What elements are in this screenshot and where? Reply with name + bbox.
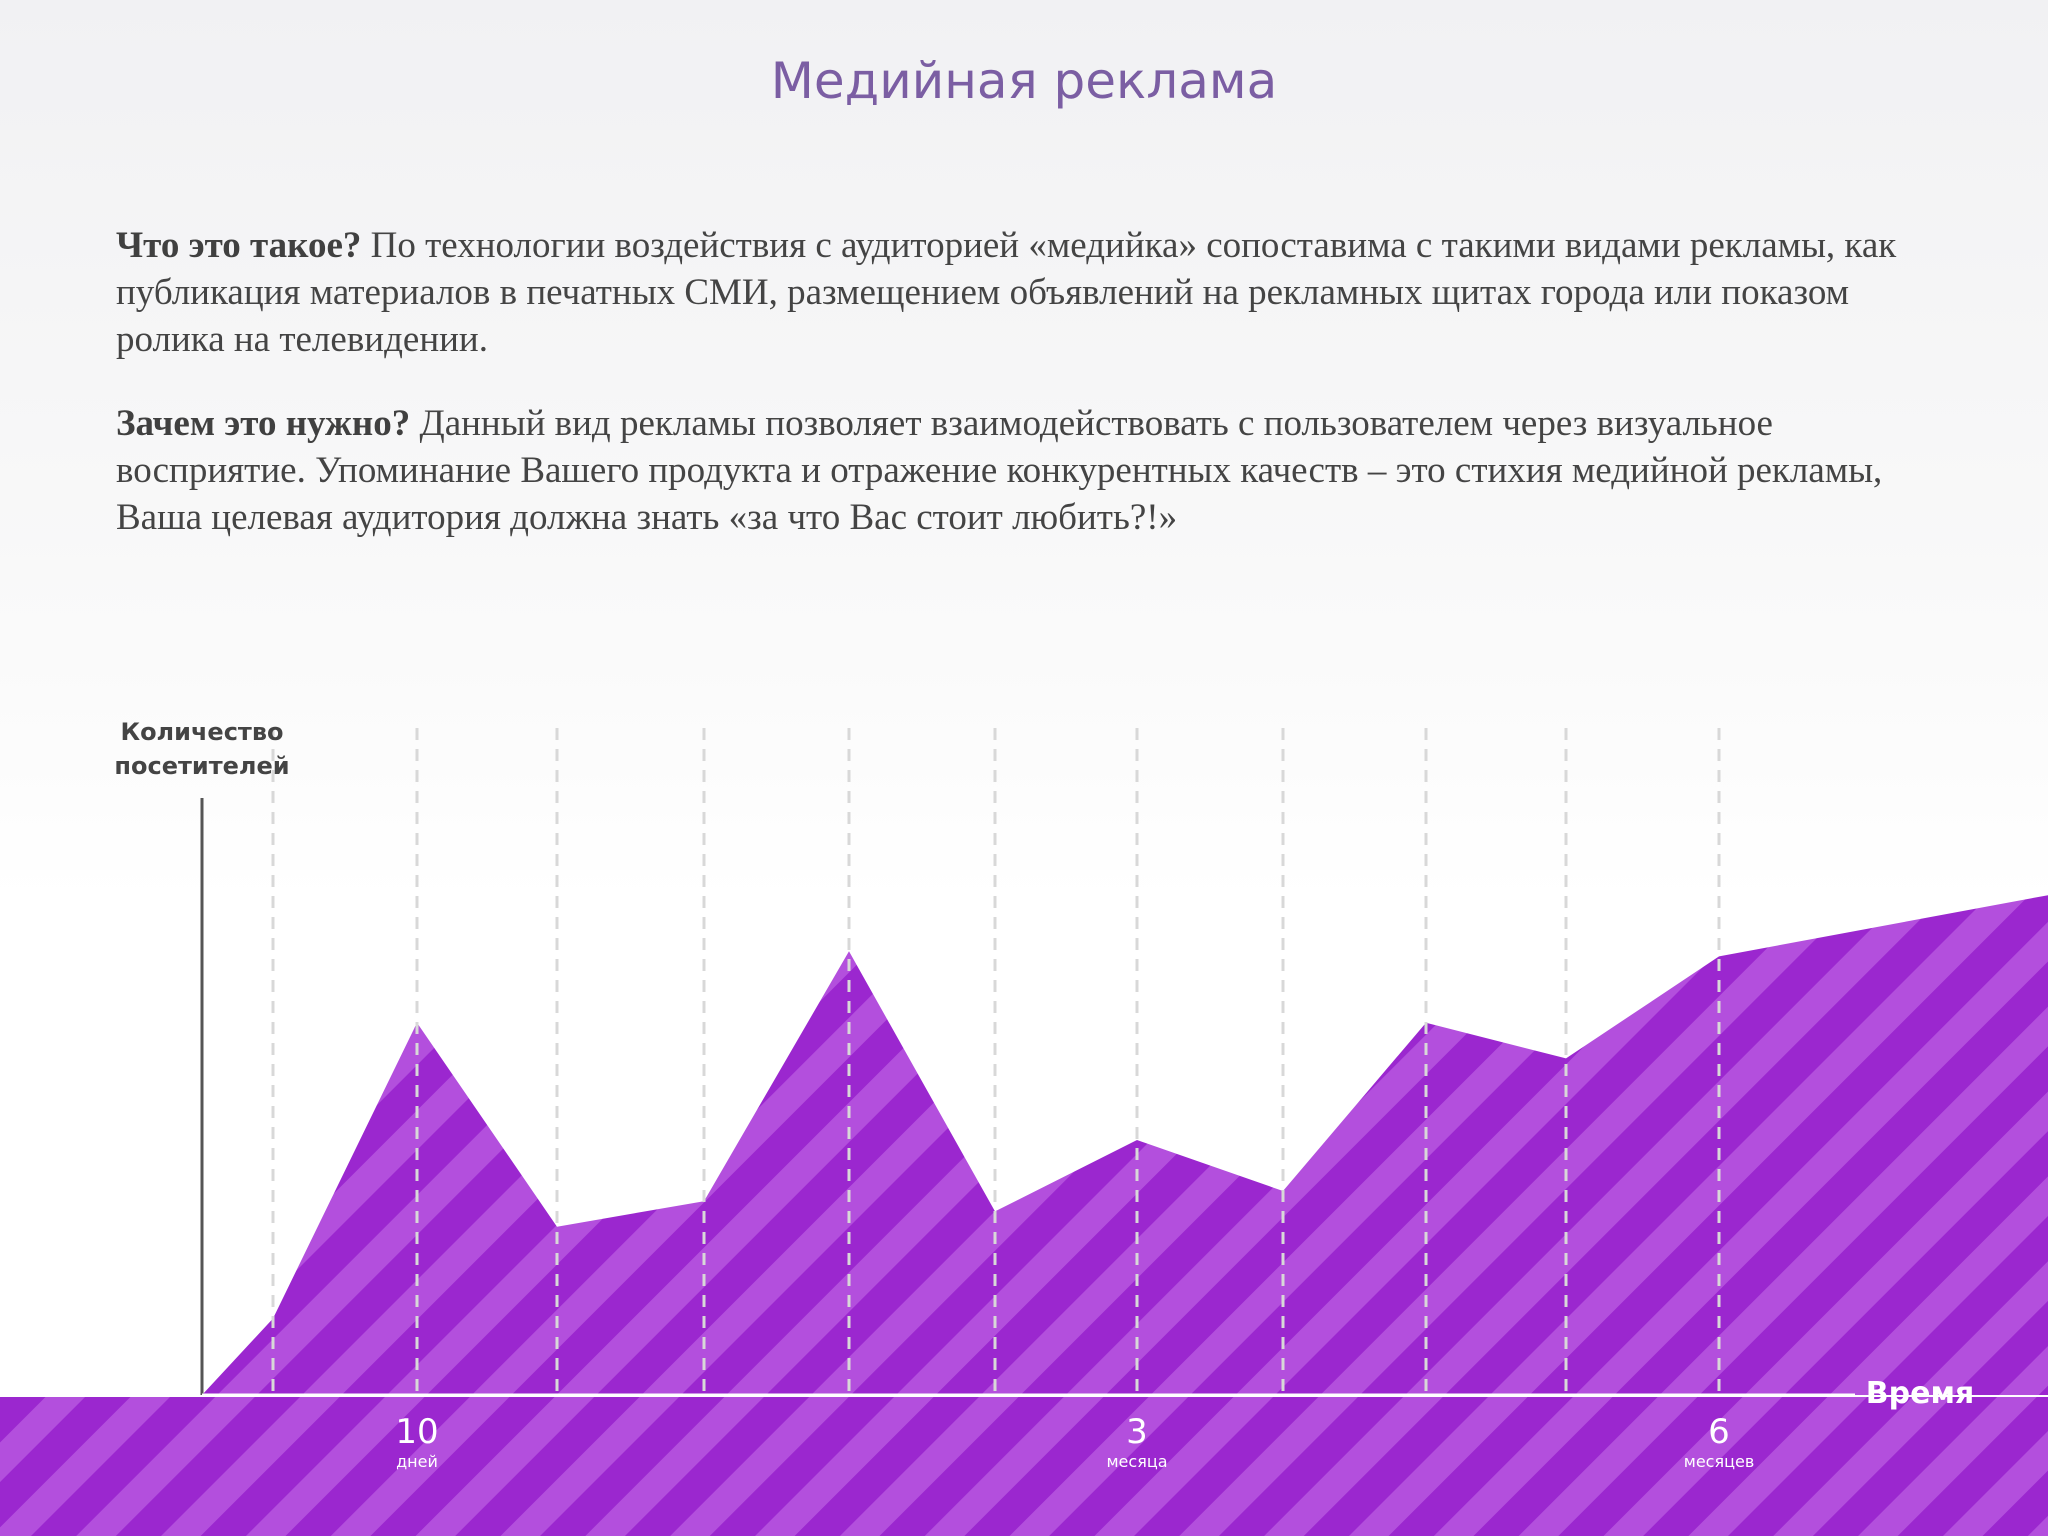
y-axis-label-line-1: Количество (120, 718, 283, 746)
x-axis-label: Время (1866, 1376, 1974, 1411)
x-tick-number: 3 (1126, 1412, 1148, 1452)
answer-what-is-it: По технологии воздействия с аудиторией «… (116, 225, 1897, 360)
x-tick-number: 10 (395, 1412, 438, 1452)
answer-why-needed: Данный вид рекламы позволяет взаимодейст… (116, 403, 1883, 538)
gridlines (271, 728, 1721, 1395)
question-what-is-it: Что это такое? (116, 225, 362, 266)
area-fill (202, 895, 2048, 1395)
bottom-band (0, 1397, 2048, 1536)
question-why-needed: Зачем это нужно? (116, 403, 411, 444)
x-tick-unit: месяцев (1684, 1452, 1755, 1471)
slide-title: Медийная реклама (770, 52, 1278, 110)
paragraph-what-is-it: Что это такое? По технологии воздействия… (116, 222, 1916, 363)
x-tick-number: 6 (1708, 1412, 1730, 1452)
paragraph-why-needed: Зачем это нужно? Данный вид рекламы позв… (116, 400, 1916, 541)
x-tick-unit: месяца (1106, 1452, 1167, 1471)
x-tick-unit: дней (396, 1452, 438, 1471)
y-axis-label-line-2: посетителей (114, 752, 289, 780)
